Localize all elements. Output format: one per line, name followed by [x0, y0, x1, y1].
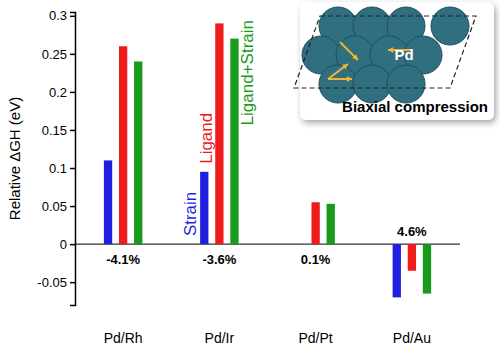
y-tick: 0.2: [49, 85, 75, 100]
y-tick-label: 0.15: [42, 123, 67, 138]
y-tick-label: -0.05: [37, 275, 67, 290]
annotation: 4.6%: [397, 224, 427, 239]
y-tick-mark: [70, 206, 75, 208]
arrow-head: [342, 64, 348, 69]
inset: Pd Biaxial compression: [294, 2, 494, 120]
y-tick-mark: [70, 92, 75, 94]
y-tick-label: 0.25: [42, 47, 67, 62]
y-tick-mark: [70, 282, 75, 284]
arrow: [328, 64, 348, 79]
arrow-head: [352, 54, 358, 60]
y-tick-label: 0.1: [49, 161, 67, 176]
cell-outline: [294, 16, 476, 88]
y-tick: -0.05: [37, 275, 75, 290]
y-tick-mark: [70, 16, 75, 18]
annotation: -4.1%: [106, 252, 140, 267]
category-label: Pd/Ir: [205, 330, 235, 346]
category-label: Pd/Rh: [104, 330, 143, 346]
y-tick: 0.05: [42, 199, 75, 214]
arrow-head: [347, 76, 352, 82]
bar: [134, 61, 142, 244]
bar: [119, 46, 127, 244]
bar: [327, 204, 335, 244]
plot: -0.05 0 0.05 0.1 0.15 0.2 0.25 0.3 -4.1% -3.6% 0.1…: [37, 8, 460, 305]
y-tick: 0.15: [42, 123, 75, 138]
category-label: Pd/Pt: [299, 330, 333, 346]
arrow-head: [388, 47, 393, 53]
bar: [296, 244, 304, 245]
series-label: Strain: [181, 192, 200, 236]
y-axis-title: Relative ΔGH (eV): [6, 97, 23, 220]
y-tick: 0.3: [49, 8, 75, 23]
bar: [393, 244, 401, 297]
bar: [311, 202, 319, 244]
y-tick: 0: [60, 237, 75, 252]
y-axis-line: [70, 13, 76, 306]
y-tick-mark: [70, 244, 75, 246]
y-axis: -0.05 0 0.05 0.1 0.15 0.2 0.25 0.3: [37, 8, 75, 305]
inset-panel: [300, 2, 494, 120]
y-tick-label: 0.2: [49, 85, 67, 100]
y-tick: 0.25: [42, 47, 75, 62]
series-label: Ligand: [197, 113, 216, 164]
bar: [408, 244, 416, 271]
category-label: Pd/Au: [393, 330, 431, 346]
y-tick-mark: [70, 168, 75, 170]
zero-line: [75, 244, 460, 245]
arrow: [340, 42, 358, 60]
bar: [215, 23, 223, 244]
y-tick-label: 0.3: [49, 8, 67, 23]
annotation: 0.1%: [301, 252, 331, 267]
chart: -0.05 0 0.05 0.1 0.15 0.2 0.25 0.3 -4.1% -3.6% 0.1…: [0, 0, 500, 361]
bar: [104, 160, 112, 244]
atom: [431, 7, 469, 45]
bar: [423, 244, 431, 293]
inset-label: Pd: [394, 46, 413, 63]
y-tick-label: 0: [60, 237, 67, 252]
y-tick-mark: [70, 130, 75, 132]
y-tick: 0.1: [49, 161, 75, 176]
series-label: Ligand+Strain: [238, 20, 257, 125]
bars: [104, 23, 431, 297]
annotation: -3.6%: [202, 252, 236, 267]
y-tick-label: 0.05: [42, 199, 67, 214]
y-tick-mark: [70, 54, 75, 56]
bar: [200, 172, 208, 244]
inset-caption: Biaxial compression: [342, 98, 488, 115]
